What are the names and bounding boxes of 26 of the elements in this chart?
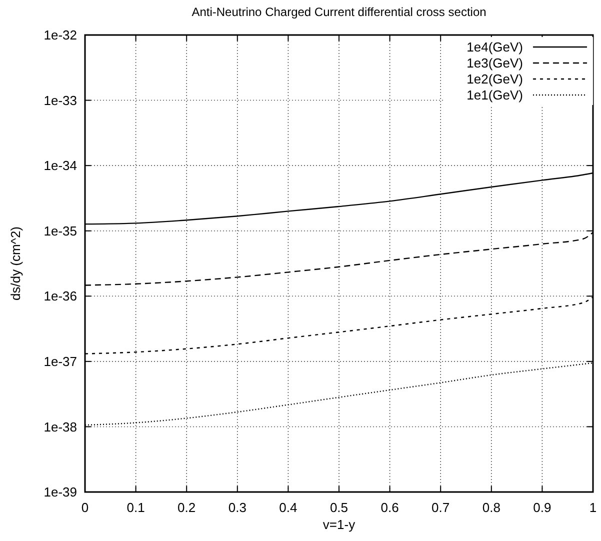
x-tick-label: 0.8 [482, 500, 500, 515]
chart-title: Anti-Neutrino Charged Current differential cross section [192, 5, 486, 19]
legend-label: 1e1(GeV) [466, 88, 523, 103]
x-tick-label: 0.5 [330, 500, 348, 515]
y-tick-label: 1e-39 [44, 484, 77, 500]
x-axis-title: v=1-y [322, 517, 356, 532]
x-tick-label: 1 [589, 500, 597, 515]
y-tick-label: 1e-34 [44, 158, 77, 174]
y-tick-label: 1e-36 [44, 288, 77, 304]
legend-label: 1e4(GeV) [466, 40, 523, 55]
x-tick-label: 0.9 [533, 500, 552, 515]
legend-label: 1e2(GeV) [466, 72, 523, 87]
y-tick-label: 1e-35 [44, 223, 77, 238]
y-tick-label: 1e-37 [44, 354, 77, 369]
y-tick-label: 1e-38 [44, 419, 77, 434]
y-axis-title: ds/dy (cm^2) [8, 226, 23, 301]
x-tick-label: 0.1 [126, 500, 145, 515]
y-tick-label: 1e-33 [44, 92, 77, 108]
legend-label: 1e3(GeV) [466, 56, 523, 71]
x-tick-label: 0.7 [432, 500, 450, 515]
x-tick-label: 0.4 [279, 500, 298, 515]
y-tick-label: 1e-32 [44, 28, 77, 43]
x-tick-label: 0 [81, 500, 89, 515]
x-tick-label: 0.6 [380, 500, 399, 515]
x-tick-label: 0.3 [228, 500, 246, 515]
x-tick-label: 0.2 [178, 500, 196, 515]
